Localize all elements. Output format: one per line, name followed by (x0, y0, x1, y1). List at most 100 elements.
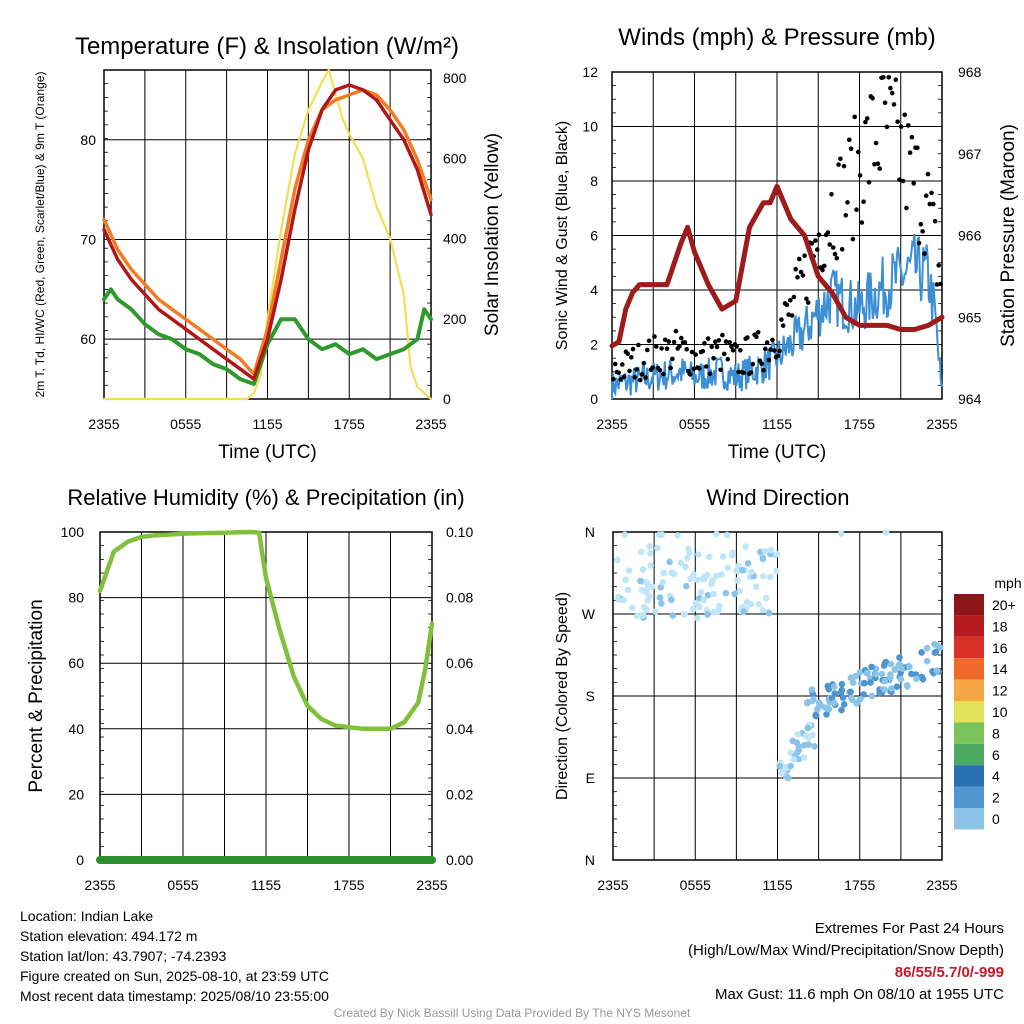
gust-point (882, 100, 888, 106)
y-tick-label: 60 (68, 655, 84, 671)
wind-direction-point (680, 611, 688, 618)
y2-tick-label: 967 (958, 146, 982, 162)
gust-point (632, 375, 638, 380)
legend-swatch (954, 743, 984, 766)
legend-swatch (954, 679, 984, 701)
legend-label: 6 (992, 747, 1000, 763)
wind-direction-point (860, 691, 867, 698)
gust-point (804, 296, 809, 302)
y2-tick-label: 0.08 (446, 590, 473, 606)
gust-point (654, 344, 659, 349)
y-tick-label: 60 (80, 331, 96, 347)
wind-direction-point (794, 731, 801, 738)
gust-point (832, 251, 838, 257)
wind-direction-point (625, 567, 633, 574)
gust-point (691, 366, 697, 372)
wind-direction-point (718, 571, 725, 578)
gust-point (822, 263, 827, 269)
wind-direction-point (757, 548, 764, 556)
wind-direction-point (633, 612, 641, 620)
wind-direction-point (753, 583, 760, 591)
wind-direction-point (789, 737, 796, 745)
y-tick-label: S (586, 688, 595, 704)
gust-point (696, 366, 702, 371)
gust-point (814, 247, 820, 252)
y-tick-label: 40 (68, 721, 84, 737)
x-tick-label: 0555 (170, 416, 201, 432)
wind-direction-point (729, 549, 737, 556)
chart-title: Relative Humidity (%) & Precipitation (i… (67, 485, 464, 510)
extremes-panel: Extremes For Past 24 Hours (High/Low/Max… (688, 918, 1004, 1006)
gust-point (886, 75, 891, 80)
gust-point (639, 372, 645, 377)
gust-point (870, 96, 875, 101)
elevation-text: Station elevation: 494.172 m (20, 928, 198, 944)
y-tick-label: N (585, 852, 595, 868)
gust-point (700, 348, 706, 354)
legend-label: 14 (992, 661, 1008, 677)
x-tick-label: 0555 (167, 877, 198, 893)
gust-point (768, 347, 773, 352)
gust-point (923, 193, 929, 198)
gust-point (893, 77, 899, 82)
y-tick-label: W (582, 606, 596, 622)
wind-direction-point (878, 670, 886, 678)
gust-point (805, 300, 811, 305)
wind-direction-point (824, 682, 832, 690)
winds-chart: 2355 0555 1155 1755 2355 0 2 4 6 8 10 12 964 965 966 96… (554, 24, 1019, 463)
wind-direction-point (778, 769, 785, 777)
wind-direction-point (825, 705, 833, 713)
gust-point (854, 207, 859, 212)
gust-point (931, 201, 936, 207)
recent-data-text: Most recent data timestamp: 2025/08/10 2… (20, 988, 329, 1004)
gust-point (836, 162, 841, 167)
wind-direction-point (624, 586, 632, 594)
wind-direction-point (857, 695, 864, 703)
wind-direction-point (658, 600, 665, 607)
wind-direction-point (861, 679, 868, 687)
y2-tick-label: 0 (443, 391, 451, 407)
temperature-chart: 2355 0555 1155 1755 23556070800200400600800T… (33, 33, 503, 463)
gust-point (705, 336, 711, 341)
y-tick-label: 6 (590, 228, 598, 244)
gust-point (929, 190, 934, 196)
wind-direction-point (739, 566, 746, 574)
gust-point (881, 75, 886, 80)
legend-swatch (954, 658, 984, 680)
wind-direction-point (787, 762, 794, 770)
wind-direction-point (669, 612, 677, 619)
wind-direction-point (654, 544, 661, 552)
gust-point (798, 269, 804, 275)
wind-direction-point (694, 614, 701, 622)
gust-point (938, 281, 943, 287)
y-tick-label: 10 (582, 119, 598, 135)
gust-point (788, 298, 793, 303)
gust-point (689, 349, 695, 355)
gust-point (652, 334, 657, 339)
gust-point (754, 334, 759, 340)
wind-direction-point (868, 692, 876, 700)
y2-tick-label: 200 (443, 311, 467, 327)
wind-direction-point (613, 556, 621, 564)
y-tick-label: E (586, 770, 595, 786)
wind-direction-point (795, 755, 803, 763)
chart-title: Temperature (F) & Insolation (W/m²) (75, 33, 459, 60)
gust-point (761, 368, 766, 373)
y-axis-label: Direction (Colored By Speed) (554, 592, 571, 800)
wind-direction-point (615, 596, 622, 603)
gust-point (620, 362, 625, 367)
gust-point (727, 340, 732, 345)
wind-direction-point (896, 654, 903, 661)
gust-point (702, 341, 707, 346)
wind-direction-point (646, 550, 654, 557)
wind-direction-point (765, 609, 773, 617)
legend-label: 8 (992, 725, 1000, 741)
x-tick-label: 2355 (926, 416, 957, 432)
wind-direction-point (790, 756, 797, 763)
wind-direction-point (714, 608, 722, 615)
wind-direction-point (919, 675, 927, 683)
wind-direction-point (848, 674, 856, 682)
wind-direction-point (898, 665, 905, 672)
gust-point (679, 335, 684, 341)
gust-point (766, 357, 772, 363)
